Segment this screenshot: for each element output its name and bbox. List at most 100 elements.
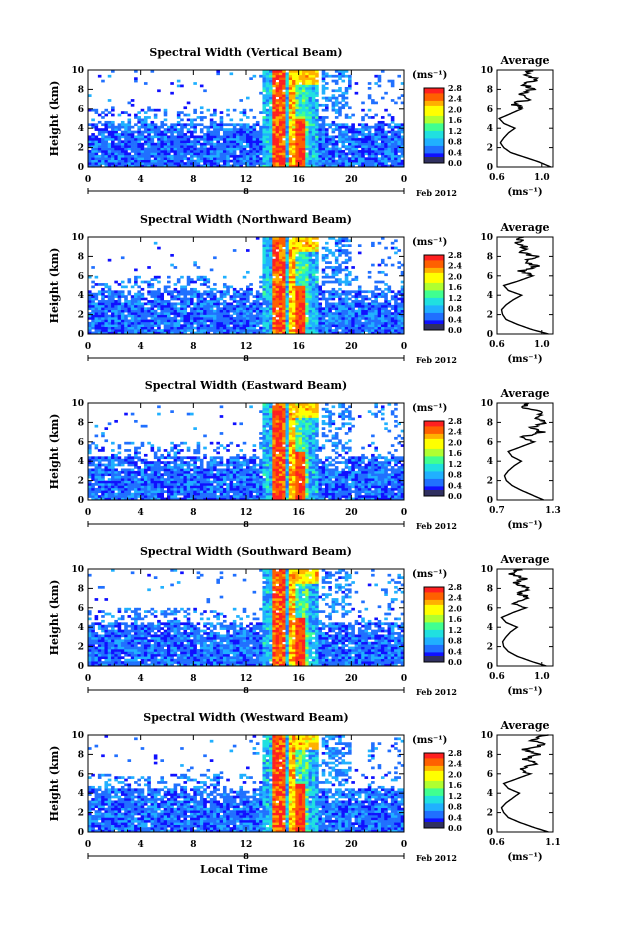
heatmap-cell bbox=[351, 140, 355, 144]
heatmap-cell bbox=[380, 312, 385, 315]
heatmap-cell bbox=[285, 74, 290, 78]
heatmap-cell bbox=[348, 147, 352, 151]
heatmap-cell bbox=[288, 123, 293, 127]
heatmap-cell bbox=[157, 152, 161, 156]
heatmap-cell bbox=[288, 157, 293, 161]
colorbar-swatch bbox=[424, 140, 444, 144]
y-tick-label: 2 bbox=[78, 311, 84, 321]
heatmap-cell bbox=[104, 125, 109, 129]
heatmap-cell bbox=[311, 258, 316, 262]
heatmap-cell bbox=[348, 331, 352, 335]
heatmap-cell bbox=[387, 130, 392, 134]
colorbar-swatch bbox=[424, 275, 444, 278]
heatmap-cell bbox=[285, 292, 290, 296]
heatmap-cell bbox=[334, 326, 339, 330]
heatmap-cell bbox=[196, 317, 201, 320]
heatmap-cell bbox=[101, 458, 105, 462]
heatmap-cell bbox=[239, 326, 244, 330]
heatmap-cell bbox=[101, 283, 105, 286]
heatmap-cell bbox=[94, 145, 99, 148]
heatmap-cell bbox=[107, 287, 112, 291]
heatmap-cell bbox=[153, 147, 158, 151]
heatmap-cell bbox=[262, 239, 267, 243]
heatmap-cell bbox=[288, 135, 293, 139]
heatmap-cell bbox=[311, 287, 316, 291]
heatmap-cell bbox=[272, 99, 276, 102]
heatmap-cell bbox=[91, 145, 95, 148]
heatmap-cell bbox=[134, 70, 138, 73]
heatmap-cell bbox=[265, 331, 270, 335]
heatmap-cell bbox=[160, 140, 165, 144]
heatmap-cell bbox=[397, 123, 402, 127]
heatmap-cell bbox=[88, 159, 92, 163]
heatmap-cell bbox=[397, 266, 402, 269]
heatmap-cell bbox=[111, 324, 115, 328]
heatmap-cell bbox=[364, 157, 369, 161]
heatmap-cell bbox=[137, 492, 141, 496]
heatmap-cell bbox=[94, 108, 99, 112]
heatmap-cell bbox=[315, 123, 319, 127]
heatmap-cell bbox=[301, 145, 306, 148]
heatmap-cell bbox=[222, 331, 227, 335]
heatmap-cell bbox=[186, 164, 191, 168]
heatmap-cell bbox=[120, 130, 125, 134]
heatmap-cell bbox=[318, 321, 323, 325]
heatmap-cell bbox=[311, 108, 316, 112]
heatmap-cell bbox=[190, 157, 194, 161]
heatmap-cell bbox=[292, 307, 296, 311]
heatmap-cell bbox=[170, 309, 174, 313]
heatmap-cell bbox=[94, 326, 99, 330]
heatmap-cell bbox=[186, 304, 191, 308]
heatmap-cell bbox=[285, 77, 290, 80]
heatmap-cell bbox=[120, 290, 125, 294]
heatmap-cell bbox=[305, 329, 309, 332]
heatmap-cell bbox=[193, 135, 197, 139]
heatmap-cell bbox=[298, 125, 303, 129]
heatmap-cell bbox=[97, 304, 102, 308]
heatmap-cell bbox=[331, 128, 336, 131]
heatmap-cell bbox=[239, 133, 244, 136]
heatmap-cell bbox=[232, 142, 237, 146]
heatmap-cell bbox=[94, 446, 99, 450]
heatmap-cell bbox=[94, 125, 99, 129]
heatmap-cell bbox=[351, 130, 355, 134]
heatmap-cell bbox=[101, 142, 105, 146]
heatmap-cell bbox=[91, 468, 95, 472]
heatmap-cell bbox=[246, 128, 250, 131]
heatmap-cell bbox=[255, 309, 260, 313]
heatmap-cell bbox=[127, 120, 132, 124]
heatmap-cell bbox=[130, 137, 135, 141]
heatmap-cell bbox=[305, 113, 309, 117]
heatmap-cell bbox=[262, 324, 267, 328]
heatmap-cell bbox=[190, 329, 194, 332]
heatmap-cell bbox=[213, 159, 217, 163]
heatmap-cell bbox=[325, 72, 329, 76]
heatmap-cell bbox=[301, 116, 306, 119]
colorbar-swatch bbox=[424, 98, 444, 101]
heatmap-cell bbox=[275, 99, 280, 102]
heatmap-cell bbox=[295, 307, 299, 311]
heatmap-cell bbox=[173, 329, 178, 332]
heatmap-cell bbox=[308, 258, 313, 262]
heatmap-cell bbox=[394, 145, 398, 148]
heatmap-cell bbox=[252, 300, 257, 303]
heatmap-cell bbox=[176, 113, 181, 117]
heatmap-cell bbox=[147, 324, 151, 328]
heatmap-cell bbox=[357, 150, 362, 153]
heatmap-cell bbox=[390, 324, 395, 328]
heatmap-cell bbox=[301, 290, 306, 294]
heatmap-cell bbox=[285, 251, 290, 255]
heatmap-cell bbox=[130, 157, 135, 161]
heatmap-cell bbox=[315, 108, 319, 112]
heatmap-cell bbox=[143, 116, 148, 119]
heatmap-cell bbox=[282, 319, 286, 323]
x-tick-label: 0 bbox=[85, 342, 91, 352]
heatmap-cell bbox=[114, 317, 118, 320]
heatmap-cell bbox=[282, 130, 286, 134]
heatmap-cell bbox=[275, 108, 280, 112]
heatmap-cell bbox=[226, 331, 230, 335]
heatmap-cell bbox=[295, 241, 299, 245]
heatmap-cell bbox=[190, 150, 194, 153]
heatmap-cell bbox=[278, 164, 283, 168]
heatmap-cell bbox=[298, 246, 303, 250]
